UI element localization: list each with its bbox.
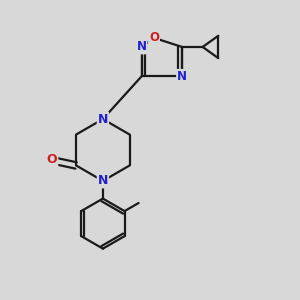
- Text: N: N: [177, 70, 187, 83]
- Text: N: N: [98, 174, 108, 188]
- Text: O: O: [47, 153, 57, 166]
- Text: N: N: [136, 40, 146, 53]
- Text: N: N: [98, 112, 108, 126]
- Text: O: O: [149, 32, 159, 44]
